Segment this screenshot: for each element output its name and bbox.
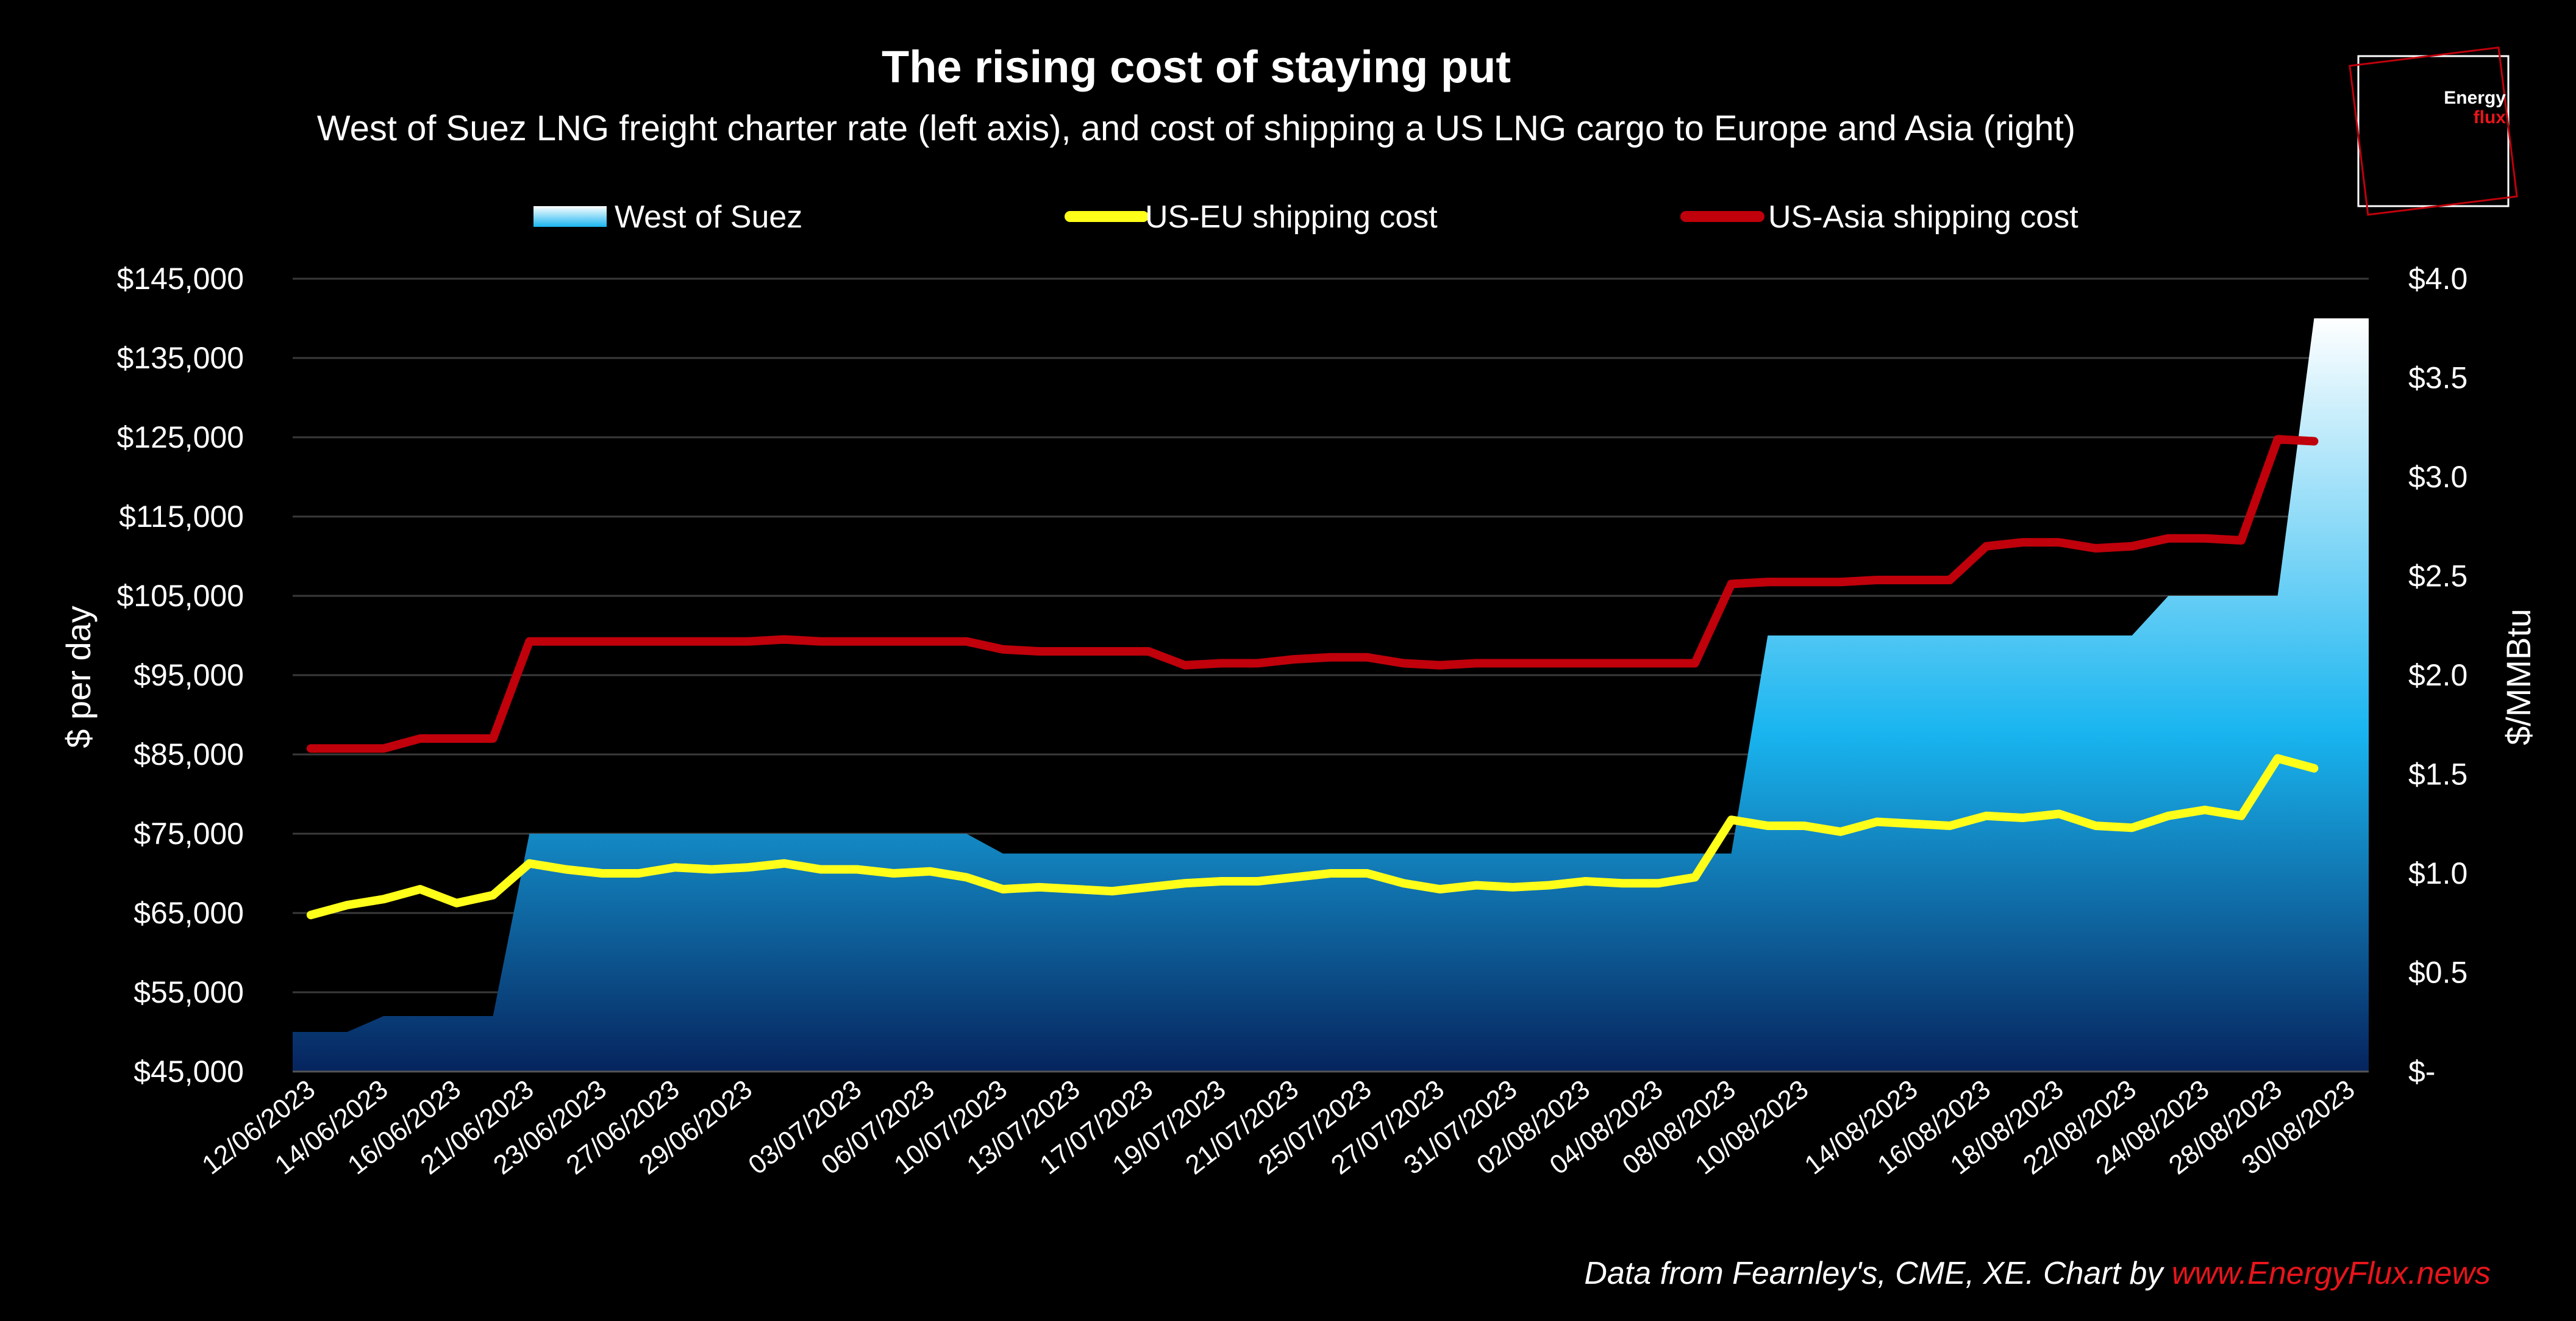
y-axis-right-title: $/MMBtu bbox=[2499, 609, 2538, 745]
y-tick-left: $85,000 bbox=[134, 737, 244, 771]
y-tick-right: $2.5 bbox=[2408, 559, 2467, 593]
legend: West of Suez US-EU shipping cost US-Asia… bbox=[533, 199, 2078, 235]
source-link[interactable]: www.EnergyFlux.news bbox=[2172, 1256, 2491, 1291]
y-tick-right: $3.5 bbox=[2408, 361, 2467, 395]
source-text: Data from Fearnley's, CME, XE. Chart by bbox=[1584, 1256, 2172, 1291]
y-tick-left: $125,000 bbox=[116, 420, 244, 454]
legend-label-west-of-suez: West of Suez bbox=[615, 199, 802, 235]
logo-text-flux: flux bbox=[2474, 107, 2506, 127]
line-us-asia bbox=[306, 435, 2319, 753]
chart-title: The rising cost of staying put bbox=[882, 41, 1511, 92]
y-tick-right: $3.0 bbox=[2408, 460, 2467, 494]
area-fill-west-of-suez bbox=[293, 318, 2369, 1072]
y-tick-right: $0.5 bbox=[2408, 956, 2467, 990]
y-tick-left: $145,000 bbox=[116, 262, 244, 296]
area-west-of-suez bbox=[293, 318, 2369, 1072]
y-tick-left: $45,000 bbox=[134, 1054, 244, 1089]
series-lines bbox=[306, 435, 2319, 920]
y-tick-left: $75,000 bbox=[134, 817, 244, 851]
y-tick-left: $105,000 bbox=[116, 579, 244, 613]
energyflux-logo: Energy flux bbox=[2349, 46, 2518, 216]
chart-subtitle: West of Suez LNG freight charter rate (l… bbox=[317, 109, 2075, 148]
y-tick-left: $95,000 bbox=[134, 658, 244, 692]
source-note: Data from Fearnley's, CME, XE. Chart by … bbox=[1584, 1256, 2491, 1291]
logo-text-energy: Energy bbox=[2444, 88, 2506, 108]
legend-swatch-west-of-suez bbox=[533, 206, 607, 227]
y-tick-right: $2.0 bbox=[2408, 658, 2467, 692]
y-tick-left: $55,000 bbox=[134, 975, 244, 1009]
y-tick-left: $65,000 bbox=[134, 896, 244, 930]
y-tick-left: $135,000 bbox=[116, 341, 244, 375]
y-tick-right: $1.5 bbox=[2408, 757, 2467, 792]
y-tick-left: $115,000 bbox=[119, 499, 244, 534]
legend-label-us-eu: US-EU shipping cost bbox=[1145, 199, 1438, 235]
line-us-eu bbox=[306, 754, 2319, 920]
y-tick-right: $4.0 bbox=[2408, 262, 2467, 296]
y-tick-right: $- bbox=[2408, 1054, 2435, 1089]
legend-label-us-asia: US-Asia shipping cost bbox=[1768, 199, 2078, 235]
y-tick-right: $1.0 bbox=[2408, 856, 2467, 890]
y-axis-left-title: $ per day bbox=[59, 606, 98, 748]
